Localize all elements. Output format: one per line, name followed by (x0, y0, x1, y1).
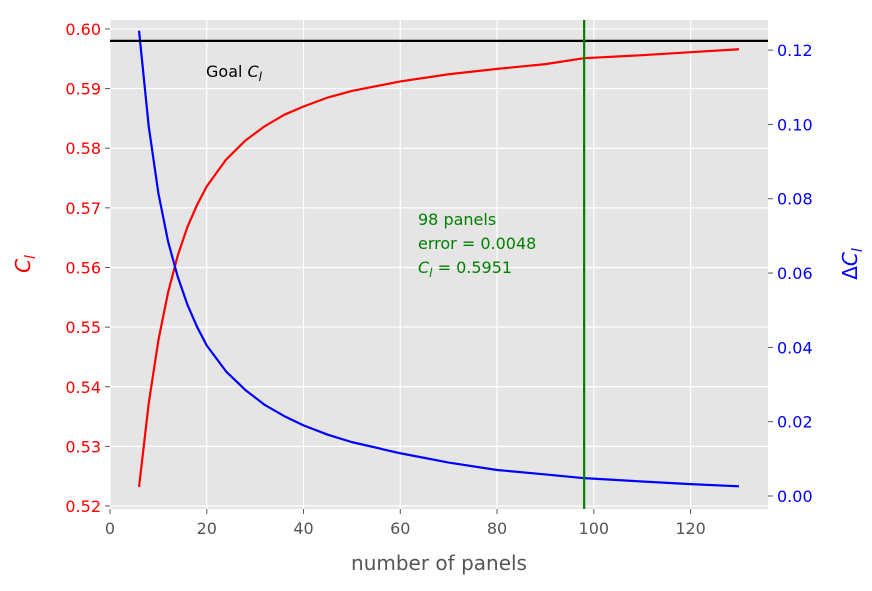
goal-annotation-text: Goal (206, 62, 242, 81)
y-axis-label-right: ΔCl (838, 248, 866, 280)
goal-annotation-sub: l (259, 70, 263, 84)
y-right-tick-label: 0.10 (777, 115, 813, 134)
y-left-tick-label: 0.55 (65, 318, 101, 337)
panels-annotation-symbol: C (418, 258, 430, 277)
x-tick-label: 0 (105, 519, 115, 538)
grid (109, 20, 768, 509)
delta-cl-line (137, 30, 740, 488)
y-right-tick-label: 0.08 (777, 190, 813, 209)
y-left-tick-label: 0.59 (65, 80, 101, 99)
y-axis-left: 0.52 0.53 0.54 0.55 0.56 0.57 0.58 0.59 0.60 (65, 20, 110, 516)
y-right-tick-label: 0.02 (777, 413, 813, 432)
panels-annotation-value: = 0.5951 (433, 258, 513, 277)
panels-annotation-line-2: error = 0.0048 (418, 234, 536, 253)
y-left-tick-label: 0.53 (65, 437, 101, 456)
x-tick-label: 40 (293, 519, 313, 538)
y-left-tick-label: 0.52 (65, 497, 101, 516)
y-axis-label-left: Cl (11, 255, 39, 273)
goal-annotation-symbol: C (247, 62, 259, 81)
series-group (137, 30, 740, 488)
x-axis: 0 20 40 60 80 100 120 (105, 509, 706, 538)
y-axis-label-right-delta: Δ (838, 266, 862, 280)
y-axis-label-left-symbol: C (11, 259, 35, 273)
x-tick-label: 20 (197, 519, 217, 538)
y-left-tick-label: 0.60 (65, 20, 101, 39)
plot-background (110, 20, 768, 509)
x-tick-label: 60 (390, 519, 410, 538)
panels-annotation-sub: l (429, 266, 433, 280)
x-axis-label: number of panels (351, 551, 527, 575)
y-axis-label-left-sub: l (23, 255, 39, 259)
panels-annotation-line-3: Cl = 0.5951 (418, 258, 512, 280)
y-right-tick-label: 0.04 (777, 338, 813, 357)
reference-lines (110, 20, 768, 509)
y-left-tick-label: 0.58 (65, 139, 101, 158)
y-left-tick-label: 0.54 (65, 378, 101, 397)
y-left-tick-label: 0.57 (65, 199, 101, 218)
y-left-tick-label: 0.56 (65, 258, 101, 277)
y-right-tick-label: 0.12 (777, 41, 813, 60)
x-tick-label: 100 (579, 519, 610, 538)
y-right-tick-label: 0.06 (777, 264, 813, 283)
y-axis-right: 0.00 0.02 0.04 0.06 0.08 0.10 0.12 (768, 41, 813, 506)
y-axis-label-right-sub: l (850, 248, 866, 252)
x-tick-label: 120 (675, 519, 706, 538)
x-tick-label: 80 (487, 519, 507, 538)
y-axis-label-right-symbol: C (838, 252, 862, 266)
panels-annotation-line-1: 98 panels (418, 210, 496, 229)
goal-annotation: Goal Cl (206, 62, 263, 84)
y-right-tick-label: 0.00 (777, 487, 813, 506)
